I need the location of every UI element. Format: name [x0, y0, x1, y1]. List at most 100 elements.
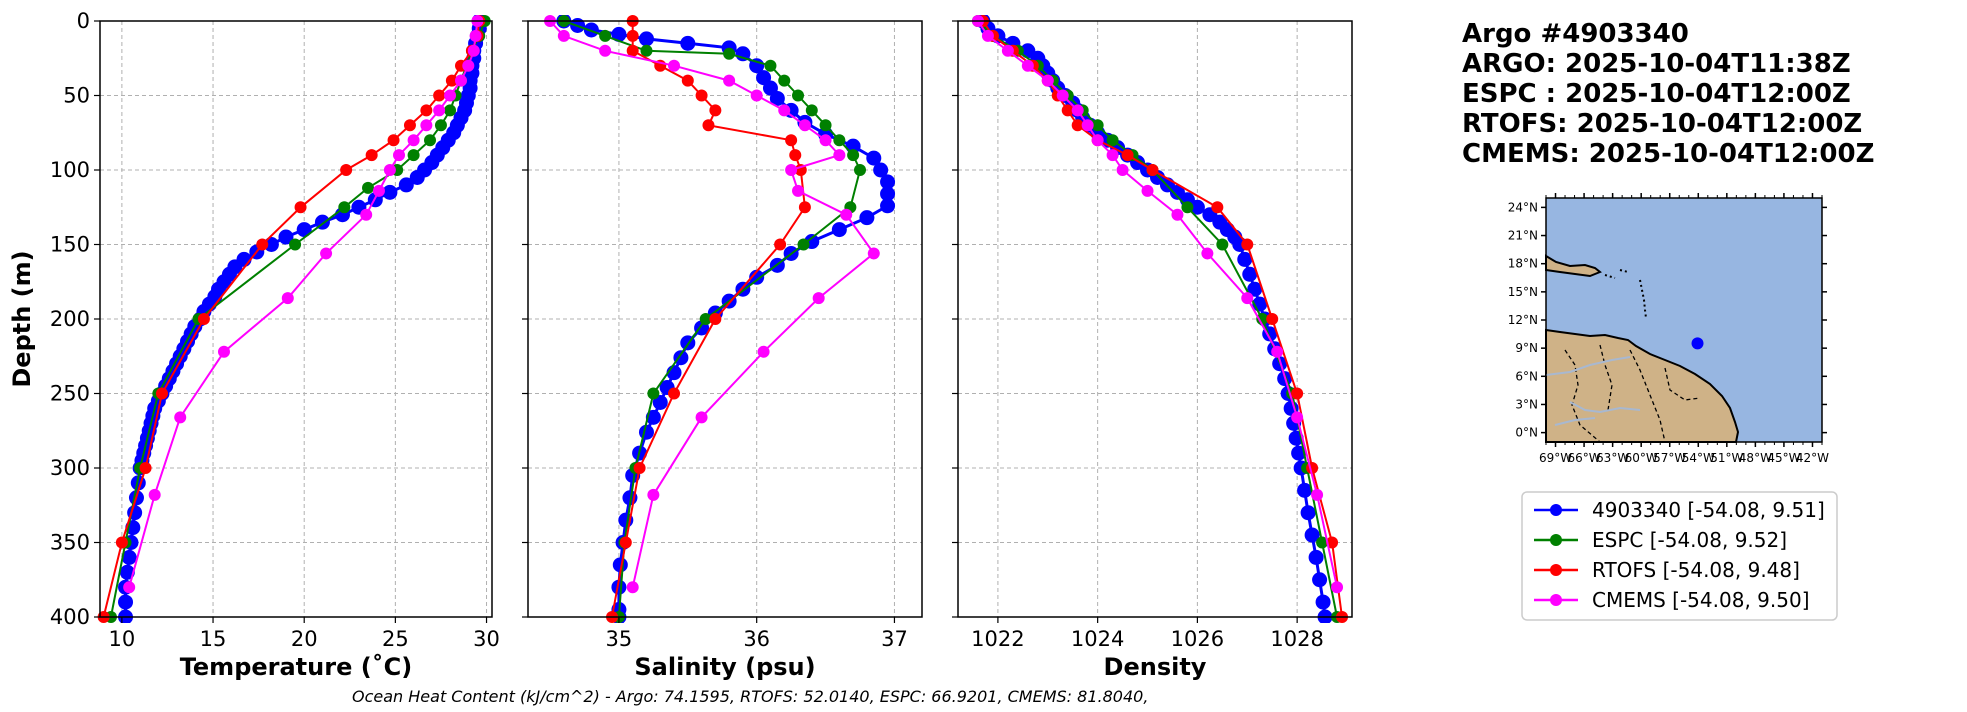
point-cmems: [1241, 292, 1254, 305]
point-cmems: [1271, 345, 1284, 358]
point-espc: [1181, 201, 1194, 214]
point-argo: [680, 35, 696, 51]
panel-temperature: 10 15 20 25 30050100150200250300350400Temper…: [8, 9, 500, 681]
x-tick-label: 30: [473, 627, 500, 651]
point-cmems: [1331, 581, 1344, 594]
y-tick-label: 200: [50, 307, 90, 331]
point-espc: [778, 74, 791, 87]
point-espc: [847, 149, 860, 162]
map-lon-label: 45°W: [1767, 451, 1800, 465]
legend-marker: [1550, 564, 1562, 576]
point-argo: [652, 394, 668, 410]
point-rtofs: [1266, 313, 1279, 325]
point-argo: [1315, 594, 1331, 610]
point-espc: [338, 201, 351, 214]
point-rtofs: [1241, 238, 1254, 251]
x-tick-label: 15: [200, 627, 227, 651]
point-argo: [673, 350, 689, 366]
point-rtofs: [115, 536, 128, 549]
map-lat-label: 24°N: [1508, 200, 1538, 214]
point-espc: [1216, 238, 1229, 251]
point-rtofs: [197, 313, 210, 325]
point-cmems: [1116, 164, 1129, 176]
point-cmems: [433, 104, 446, 117]
point-argo: [769, 90, 785, 106]
point-argo: [638, 31, 654, 47]
legend-label: CMEMS [-54.08, 9.50]: [1592, 588, 1810, 612]
point-argo: [611, 579, 627, 595]
point-espc: [833, 134, 846, 147]
map-land-puerto-rico-hispaniola: [1545, 254, 1602, 278]
point-rtofs: [702, 119, 715, 132]
point-cmems: [785, 164, 798, 176]
y-tick-label: 400: [50, 605, 90, 629]
point-rtofs: [619, 536, 632, 549]
point-cmems: [757, 345, 770, 358]
y-tick-label: 300: [50, 456, 90, 480]
point-argo: [1247, 281, 1263, 297]
map-lon-label: 54°W: [1682, 451, 1715, 465]
point-argo: [873, 162, 889, 178]
point-rtofs: [1291, 387, 1304, 400]
point-rtofs: [1146, 164, 1159, 176]
point-cmems: [798, 119, 811, 132]
point-espc: [1256, 313, 1269, 325]
point-espc: [1091, 119, 1104, 132]
point-espc: [792, 89, 805, 102]
point-cmems: [420, 119, 433, 132]
map-rivers: [1545, 356, 1641, 426]
point-argo: [880, 186, 896, 202]
header-block: Argo #4903340 ARGO: 2025-10-04T11:38Z ES…: [1462, 19, 1874, 169]
point-cmems: [668, 59, 681, 72]
point-rtofs: [695, 89, 708, 102]
point-cmems: [1021, 59, 1034, 72]
point-argo: [880, 198, 896, 214]
point-argo: [1304, 527, 1320, 543]
x-tick-label: 1028: [1270, 627, 1323, 651]
point-cmems: [695, 411, 708, 424]
point-espc: [699, 313, 712, 325]
point-cmems: [867, 247, 880, 260]
x-axis-label: Temperature (˚C): [180, 653, 413, 681]
point-espc: [599, 29, 612, 42]
point-espc: [640, 44, 653, 57]
point-rtofs: [155, 387, 168, 400]
point-espc: [723, 47, 736, 60]
point-rtofs: [626, 44, 639, 57]
point-rtofs: [626, 29, 639, 42]
point-argo: [1242, 266, 1258, 282]
point-cmems: [557, 29, 570, 42]
point-cmems: [444, 89, 457, 102]
map-lon-label: 42°W: [1796, 451, 1829, 465]
panel-salinity: 35 36 37 Salinity (psu): [522, 15, 923, 681]
point-cmems: [840, 208, 853, 221]
location-map: 24°N 21°N 18°N 15°N 12°N 9°N 6°N 3°N 0°N69°W66°W…: [1508, 193, 1829, 465]
point-argo: [1237, 251, 1253, 267]
point-espc: [797, 238, 810, 251]
map-lat-label: 0°N: [1515, 426, 1538, 440]
map-lon-label: 66°W: [1567, 451, 1600, 465]
point-argo: [263, 237, 279, 252]
point-rtofs: [387, 134, 400, 147]
legend-item-espc: ESPC [-54.08, 9.52]: [1534, 528, 1787, 552]
legend-marker: [1550, 534, 1562, 546]
point-espc: [819, 119, 832, 132]
map-ticks: 24°N 21°N 18°N 15°N 12°N 9°N 6°N 3°N 0°N69°W66°W…: [1508, 193, 1829, 465]
point-cmems: [467, 44, 480, 57]
point-espc: [805, 104, 818, 117]
profile-panels: 10 15 20 25 30050100150200250300350400Temper…: [8, 9, 1353, 681]
point-espc: [434, 119, 447, 132]
point-espc: [647, 387, 660, 400]
point-argo: [1297, 482, 1313, 498]
point-argo: [638, 424, 654, 440]
map-lesser-antilles: [1604, 269, 1647, 319]
x-tick-label: 25: [382, 627, 409, 651]
point-cmems: [148, 488, 161, 501]
y-tick-label: 50: [63, 84, 90, 108]
map-land-south-america: [1545, 328, 1740, 443]
point-argo: [398, 177, 414, 193]
legend-item-rtofs: RTOFS [-54.08, 9.48]: [1534, 558, 1800, 582]
point-argo: [296, 222, 312, 238]
point-argo: [749, 269, 765, 285]
